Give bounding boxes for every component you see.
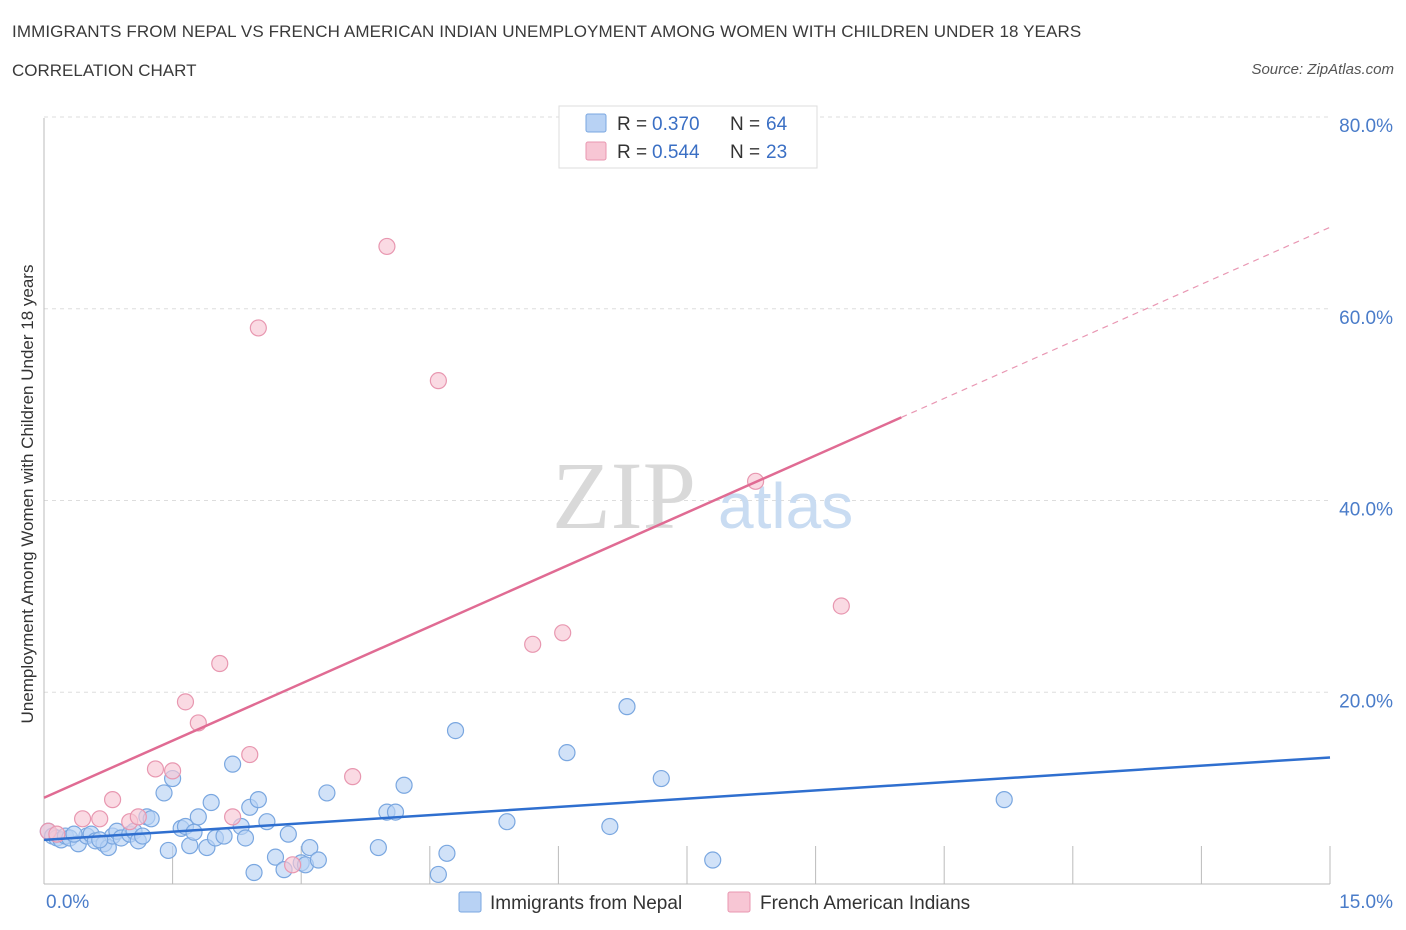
source-note: Source: ZipAtlas.com — [1251, 61, 1394, 78]
stats-legend-swatch-pink — [585, 141, 607, 161]
nepal-point-21 — [159, 841, 177, 860]
series-legend: Immigrants from Nepal French American In… — [458, 891, 970, 914]
stats-legend: R = 0.370 N = 64 R = 0.544 N = 23 — [558, 105, 818, 169]
french-american-indian-point-15 — [284, 856, 302, 874]
watermark-atlas-text: atlas — [718, 470, 853, 542]
nepal-point-62 — [133, 827, 152, 845]
trendline-dashed-1 — [901, 226, 1331, 418]
x-tick-label-max: 15.0% — [1339, 892, 1393, 913]
nepal-point-37 — [258, 813, 276, 831]
series-nepal-points — [39, 698, 1013, 884]
watermark: ZIP atlas — [552, 442, 853, 549]
y-tick-label-40: 40.0% — [1339, 500, 1393, 521]
stats-legend-n-value-0: 64 — [766, 114, 788, 135]
nepal-point-46 — [369, 838, 387, 857]
y-axis-title: Unemployment Among Women with Children U… — [18, 265, 37, 724]
nepal-point-51 — [438, 844, 456, 862]
nepal-point-54 — [558, 744, 576, 762]
nepal-point-45 — [318, 784, 336, 802]
nepal-point-20 — [155, 784, 173, 802]
french-american-indian-point-3 — [91, 810, 109, 828]
nepal-point-49 — [395, 776, 413, 794]
nepal-point-33 — [236, 829, 255, 847]
x-ticks — [43, 846, 1331, 884]
french-american-indian-point-18 — [429, 372, 447, 390]
french-american-indian-point-19 — [524, 635, 542, 653]
gridlines — [44, 116, 1330, 693]
nepal-point-35 — [245, 863, 263, 882]
nepal-point-60 — [65, 825, 83, 843]
nepal-point-38 — [266, 848, 285, 866]
stats-legend-n-label-0: N = — [730, 114, 760, 135]
nepal-point-56 — [618, 698, 636, 716]
nepal-point-58 — [704, 851, 722, 869]
series-legend-label-french-american-indians: French American Indians — [760, 893, 970, 914]
nepal-point-53 — [498, 813, 516, 831]
nepal-point-61 — [91, 831, 109, 849]
nepal-point-52 — [446, 721, 465, 740]
french-american-indian-point-22 — [832, 597, 850, 615]
nepal-point-43 — [301, 838, 319, 857]
stats-legend-n-label-1: N = — [730, 142, 760, 163]
nepal-point-59 — [995, 791, 1013, 809]
french-american-indian-point-9 — [176, 693, 195, 711]
french-american-indian-point-11 — [211, 654, 229, 673]
nepal-point-55 — [601, 817, 619, 836]
series-french-american-indian-points — [39, 237, 850, 874]
y-tick-labels: 20.0% 40.0% 60.0% 80.0% — [1339, 116, 1393, 712]
series-legend-swatch-nepal — [458, 891, 482, 913]
chart-subtitle: CORRELATION CHART — [12, 61, 197, 80]
chart-title: IMMIGRANTS FROM NEPAL VS FRENCH AMERICAN… — [12, 22, 1082, 41]
stats-legend-n-value-1: 23 — [766, 142, 787, 163]
stats-legend-r-value-0: 0.370 — [652, 114, 700, 135]
french-american-indian-point-6 — [129, 808, 147, 826]
french-american-indian-point-8 — [164, 762, 182, 780]
nepal-point-44 — [309, 851, 327, 869]
nepal-point-31 — [224, 755, 242, 773]
trendline-solid-1 — [43, 416, 902, 799]
nepal-point-57 — [652, 769, 670, 788]
y-tick-label-80: 80.0% — [1339, 116, 1393, 137]
french-american-indian-point-17 — [378, 237, 396, 256]
nepal-point-40 — [279, 825, 297, 843]
stats-legend-r-label-0: R = — [617, 114, 647, 135]
series-legend-swatch-french-american-indians — [727, 891, 751, 913]
nepal-point-28 — [202, 793, 220, 812]
french-american-indian-point-13 — [241, 745, 259, 764]
french-american-indian-point-16 — [344, 768, 362, 786]
nepal-point-30 — [215, 827, 233, 845]
nepal-point-36 — [249, 791, 267, 809]
french-american-indian-point-4 — [103, 791, 122, 809]
french-american-indian-point-7 — [146, 760, 165, 778]
stats-legend-r-value-1: 0.544 — [652, 142, 700, 163]
stats-legend-swatch-blue — [585, 113, 607, 133]
french-american-indian-point-12 — [224, 808, 242, 826]
x-tick-label-min: 0.0% — [46, 892, 89, 913]
french-american-indian-point-2 — [73, 810, 92, 828]
nepal-point-50 — [429, 865, 447, 884]
y-tick-label-60: 60.0% — [1339, 308, 1393, 329]
stats-legend-r-label-1: R = — [617, 142, 647, 163]
y-tick-label-20: 20.0% — [1339, 691, 1393, 712]
trendline-solid-0 — [43, 756, 1331, 842]
series-legend-label-nepal: Immigrants from Nepal — [490, 893, 682, 914]
trendlines — [43, 226, 1331, 842]
nepal-point-26 — [189, 808, 207, 826]
french-american-indian-point-20 — [554, 624, 572, 642]
french-american-indian-point-14 — [249, 319, 267, 337]
watermark-zip-text: ZIP — [552, 442, 696, 549]
nepal-point-63 — [185, 823, 203, 841]
